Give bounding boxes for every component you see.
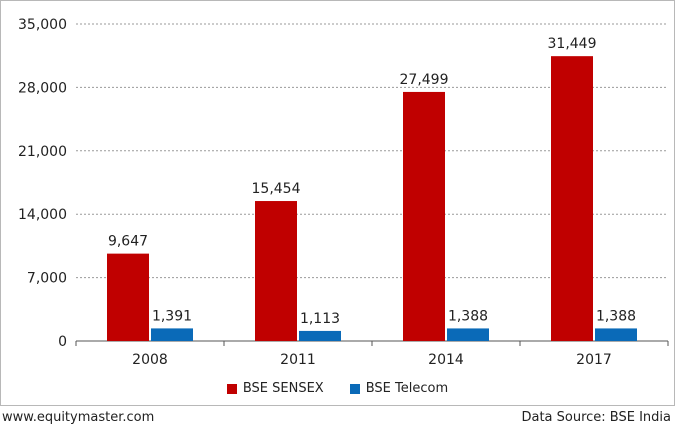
- data-label: 1,391: [152, 308, 192, 324]
- legend: BSE SENSEX BSE Telecom: [1, 381, 674, 396]
- data-label: 15,454: [252, 181, 301, 197]
- y-tick-label: 14,000: [18, 207, 67, 223]
- bar-sensex: [551, 56, 593, 341]
- bar-telecom: [595, 328, 637, 341]
- bar-chart: 0 7,000 14,000 21,000 28,000 35,000 9,647 1,391…: [18, 17, 669, 368]
- chart-frame: 0 7,000 14,000 21,000 28,000 35,000 9,647 1,391…: [0, 0, 675, 406]
- bar-telecom: [447, 328, 489, 341]
- y-tick-label: 7,000: [27, 271, 67, 287]
- legend-item-sensex: BSE SENSEX: [226, 381, 324, 396]
- data-label: 31,449: [548, 36, 597, 52]
- data-label: 9,647: [108, 234, 148, 250]
- data-label: 1,113: [300, 311, 340, 327]
- data-label: 1,388: [448, 308, 488, 324]
- legend-swatch-sensex: [226, 383, 237, 394]
- x-tick-label: 2014: [428, 352, 464, 368]
- bar-sensex: [403, 91, 445, 342]
- bar-telecom: [299, 330, 341, 341]
- data-label: 27,499: [400, 72, 449, 88]
- x-tick-label: 2011: [280, 352, 316, 368]
- legend-item-telecom: BSE Telecom: [349, 381, 449, 396]
- footer-website[interactable]: www.equitymaster.com: [2, 410, 155, 425]
- data-label: 1,388: [596, 308, 636, 324]
- legend-swatch-telecom: [349, 383, 360, 394]
- footer-source: Data Source: BSE India: [521, 410, 671, 425]
- y-tick-label: 21,000: [18, 144, 67, 160]
- x-tick-label: 2008: [132, 352, 168, 368]
- legend-label-telecom: BSE Telecom: [365, 381, 449, 396]
- bar-telecom: [151, 328, 193, 341]
- bar-sensex: [107, 253, 149, 341]
- x-tick-label: 2017: [576, 352, 612, 368]
- y-tick-label: 0: [58, 334, 67, 350]
- legend-label-sensex: BSE SENSEX: [242, 381, 324, 396]
- bar-sensex: [255, 201, 297, 341]
- y-tick-label: 28,000: [18, 80, 67, 96]
- y-tick-label: 35,000: [18, 17, 67, 33]
